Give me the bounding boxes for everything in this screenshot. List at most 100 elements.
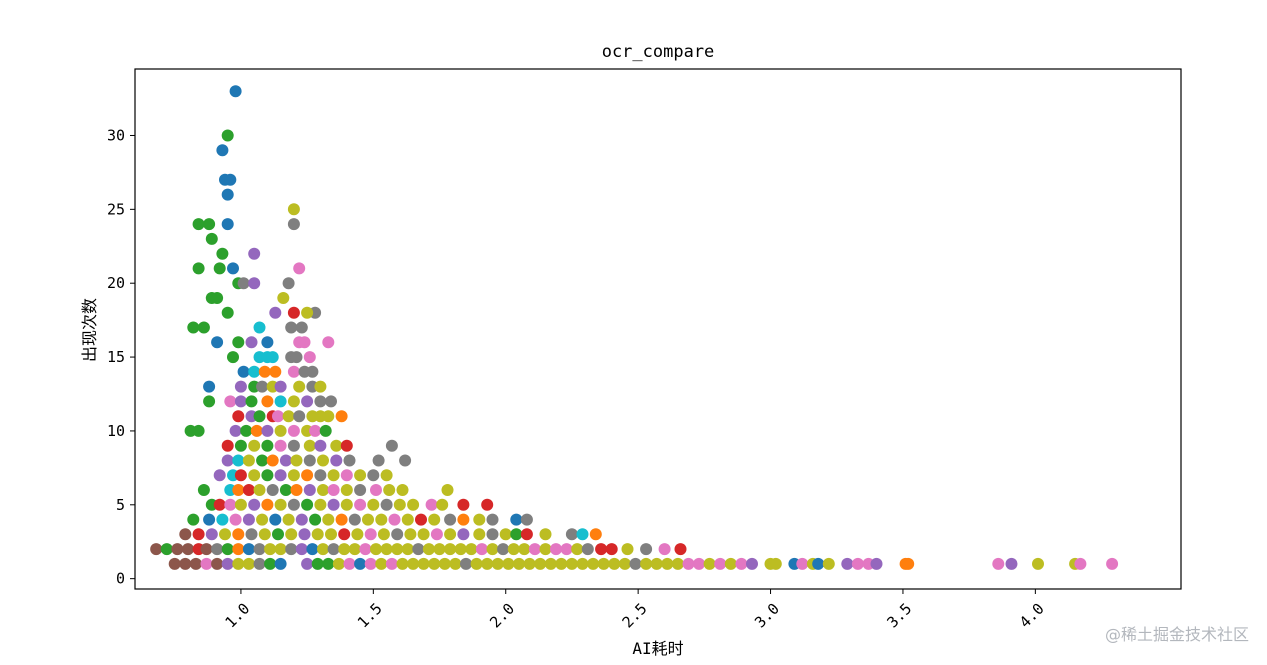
scatter-point — [425, 498, 438, 511]
scatter-point — [658, 543, 671, 556]
scatter-point — [589, 528, 602, 541]
scatter-point — [415, 513, 427, 526]
scatter-point — [253, 410, 266, 423]
points-layer — [150, 85, 1119, 570]
scatter-point — [285, 543, 298, 556]
scatter-point — [520, 513, 533, 526]
scatter-point — [171, 543, 184, 556]
scatter-point — [179, 528, 192, 541]
scatter-point — [309, 513, 322, 526]
plot-frame — [134, 68, 1182, 590]
scatter-point — [192, 262, 205, 275]
scatter-point — [274, 498, 287, 511]
scatter-point — [250, 424, 263, 437]
scatter-point — [261, 439, 274, 452]
scatter-point — [229, 424, 242, 437]
scatter-point — [232, 410, 245, 423]
y-axis-label: 出现次数 — [80, 298, 99, 362]
scatter-point — [287, 395, 300, 408]
x-tick-label: 2.0 — [486, 600, 518, 632]
scatter-point — [383, 484, 396, 496]
scatter-point — [327, 484, 340, 496]
scatter-point — [391, 528, 404, 541]
scatter-point — [417, 557, 430, 570]
y-axis: 0 5 10 15 20 25 30 — [107, 126, 135, 588]
scatter-point — [332, 557, 345, 570]
scatter-point — [224, 173, 237, 186]
scatter-point — [269, 365, 282, 378]
watermark: @稀土掘金技术社区 — [1104, 625, 1249, 644]
scatter-point — [290, 484, 303, 496]
scatter-point — [272, 410, 284, 423]
scatter-point — [258, 528, 271, 541]
scatter-point — [486, 543, 499, 556]
scatter-point — [417, 528, 430, 541]
scatter-point — [518, 543, 531, 556]
scatter-point — [232, 484, 245, 496]
scatter-point — [274, 543, 287, 556]
scatter-point — [325, 528, 337, 541]
scatter-point — [282, 277, 295, 290]
scatter-point — [150, 543, 163, 556]
scatter-point — [555, 557, 568, 570]
scatter-point — [343, 454, 356, 467]
scatter-point — [671, 557, 684, 570]
scatter-point — [293, 410, 306, 423]
scatter-point — [528, 543, 541, 556]
scatter-point — [227, 262, 239, 275]
scatter-point — [380, 469, 393, 482]
scatter-point — [269, 306, 282, 319]
scatter-point — [367, 469, 380, 482]
y-tick-label: 5 — [116, 496, 125, 514]
scatter-point — [502, 557, 515, 570]
scatter-point — [287, 365, 300, 378]
y-tick-label: 25 — [107, 200, 125, 218]
scatter-point — [221, 439, 234, 452]
scatter-point — [499, 528, 512, 541]
scatter-point — [240, 424, 253, 437]
scatter-point — [258, 365, 271, 378]
scatter-point — [444, 513, 457, 526]
scatter-point — [301, 469, 314, 482]
scatter-point — [338, 543, 351, 556]
scatter-point — [354, 498, 367, 511]
scatter-point — [189, 557, 202, 570]
scatter-point — [822, 557, 835, 570]
y-tick-label: 15 — [107, 348, 125, 366]
scatter-point — [322, 410, 335, 423]
scatter-point — [248, 498, 261, 511]
scatter-point — [287, 306, 300, 319]
scatter-point — [1074, 557, 1087, 570]
scatter-point — [317, 454, 329, 467]
scatter-point — [621, 543, 634, 556]
scatter-point — [412, 543, 425, 556]
scatter-point — [242, 484, 255, 496]
scatter-point — [272, 528, 284, 541]
scatter-point — [205, 232, 218, 245]
scatter-point — [539, 543, 552, 556]
scatter-point — [266, 351, 279, 364]
scatter-point — [221, 454, 234, 467]
scatter-point — [380, 543, 393, 556]
scatter-point — [290, 351, 303, 364]
scatter-point — [221, 543, 234, 556]
scatter-point — [457, 498, 470, 511]
scatter-point — [219, 528, 231, 541]
scatter-point — [168, 557, 181, 570]
scatter-point — [340, 498, 353, 511]
scatter-point — [682, 557, 695, 570]
scatter-point — [234, 380, 247, 393]
scatter-point — [269, 513, 282, 526]
scatter-point — [279, 484, 292, 496]
scatter-point — [380, 498, 393, 511]
scatter-point — [303, 484, 316, 496]
scatter-point — [399, 454, 412, 467]
scatter-point — [274, 439, 287, 452]
scatter-point — [216, 513, 229, 526]
scatter-point — [274, 557, 287, 570]
scatter-point — [364, 557, 377, 570]
scatter-point — [375, 557, 388, 570]
scatter-point — [261, 424, 274, 437]
scatter-point — [618, 557, 631, 570]
scatter-point — [237, 277, 250, 290]
